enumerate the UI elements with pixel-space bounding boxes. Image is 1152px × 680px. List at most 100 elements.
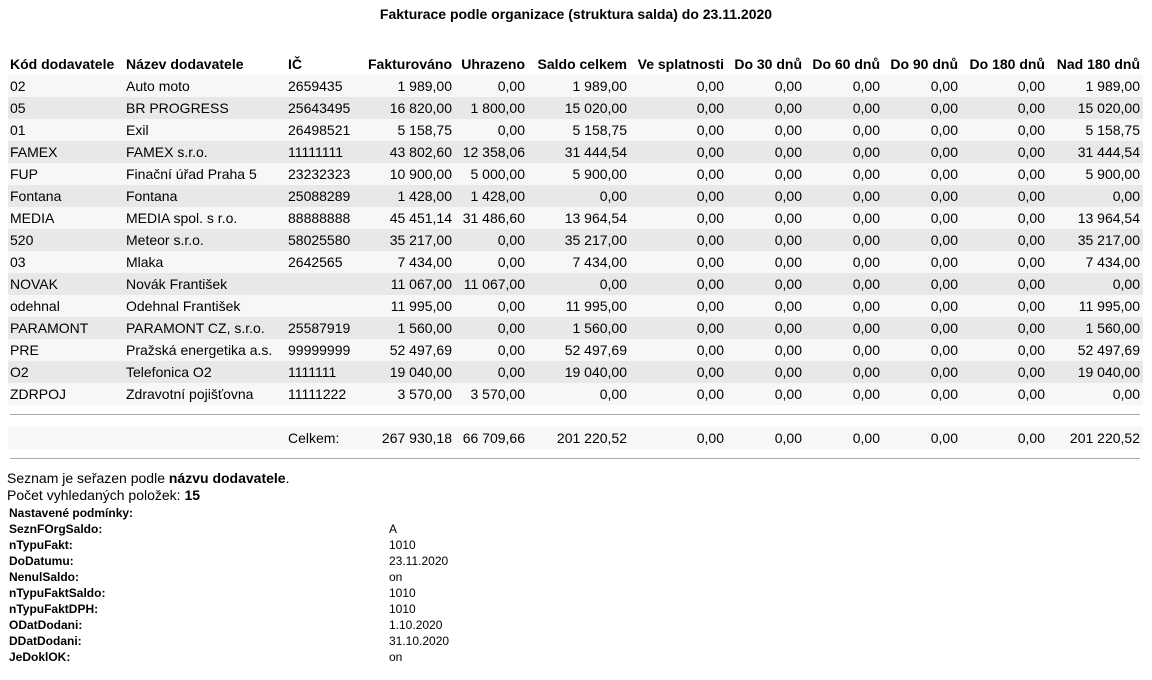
table-cell: FAMEX [10,144,58,160]
table-cell: 03 [10,254,26,270]
table-cell: Exil [126,122,149,138]
table-cell: 0,00 [696,144,724,160]
table-cell: 0,00 [1112,276,1140,292]
table-cell: 0,00 [696,386,724,402]
condition-item: nTypuFakt: 1010 [9,537,449,553]
table-cell: FAMEX s.r.o. [126,144,208,160]
table-row: 03 Mlaka 2642565 7 434,00 0,00 7 434,00 0,00 0,… [8,251,1143,273]
table-cell: 15 020,00 [564,100,627,116]
totals-label: Celkem: [288,430,340,446]
table-cell: 35 217,00 [1077,232,1140,248]
table-row: FAMEX FAMEX s.r.o. 11111111 43 802,60 12 358… [8,141,1143,163]
condition-item: ODatDodani: 1.10.2020 [9,617,449,633]
table-cell: PARAMONT CZ, s.r.o. [126,320,265,336]
table-cell: 45 451,14 [389,210,452,226]
table-cell: 5 158,75 [1085,122,1141,138]
table-cell: 0,00 [774,276,802,292]
table-cell [286,273,355,295]
condition-value: A [389,522,398,536]
column-header: IČ [288,56,302,72]
table-row: NOVAK Novák František 11 067,00 11 067,00 0,… [8,273,1143,295]
table-cell: 0,00 [930,188,958,204]
table-cell: 0,00 [774,144,802,160]
table-cell: 0,00 [1017,166,1045,182]
column-header: Do 180 dnů [969,56,1045,72]
table-cell: FUP [10,166,38,182]
table-cell: 1 989,00 [1085,78,1141,94]
table-cell: 13 964,54 [564,210,627,226]
table-cell: Novák František [126,276,228,292]
table-cell: 0,00 [1017,232,1045,248]
table-cell: 0,00 [930,122,958,138]
table-row: ZDRPOJ Zdravotní pojišťovna 11111222 3 570,… [8,383,1143,405]
table-cell: 0,00 [852,166,880,182]
result-count: 15 [184,487,201,503]
table-cell: 1 428,00 [470,188,526,204]
table-cell: 0,00 [852,78,880,94]
table-cell: 0,00 [497,122,525,138]
table-row: Fontana Fontana 25088289 1 428,00 1 428,00 0,… [8,185,1143,207]
table-cell: 1111111 [288,364,337,380]
table-cell: 0,00 [1017,298,1045,314]
condition-item: DDatDodani: 31.10.2020 [9,633,449,649]
table-cell: 35 217,00 [564,232,627,248]
condition-value: on [389,570,403,584]
table-cell: odehnal [10,298,60,314]
table-cell: 0,00 [774,122,802,138]
table-cell: Fontana [10,188,62,204]
table-cell: 0,00 [774,342,802,358]
conditions-heading: Nastavené podmínky: [9,506,134,520]
table-cell: 19 040,00 [389,364,452,380]
table-cell: 1 989,00 [572,78,628,94]
total-value: 0,00 [930,430,958,446]
table-cell: 52 497,69 [389,342,452,358]
summary-notes: Seznam je seřazen podle názvu dodavatele… [7,470,290,503]
condition-value: 1010 [389,602,416,616]
table-cell: Zdravotní pojišťovna [126,386,254,402]
table-cell: O2 [10,364,29,380]
table-row: O2 Telefonica O2 1111111 19 040,00 0,00 19 04… [8,361,1143,383]
divider [10,414,1140,415]
table-cell: 7 434,00 [572,254,628,270]
condition-key: ODatDodani: [9,618,83,632]
table-cell: 13 964,54 [1077,210,1140,226]
report-title: Fakturace podle organizace (struktura sa… [379,6,773,22]
table-cell: 0,00 [1112,188,1140,204]
table-cell: ZDRPOJ [10,386,66,402]
table-cell: 0,00 [774,232,802,248]
table-cell: 43 802,60 [389,144,452,160]
table-cell: NOVAK [10,276,58,292]
table-cell: 0,00 [599,276,627,292]
table-cell: 25587919 [288,320,351,336]
column-header: Do 60 dnů [812,56,880,72]
table-cell: 0,00 [1017,188,1045,204]
table-cell: 0,00 [930,342,958,358]
table-cell: 25088289 [288,188,351,204]
table-cell: 1 560,00 [1085,320,1141,336]
table-cell: 10 900,00 [389,166,452,182]
table-cell: 0,00 [774,386,802,402]
table-cell: MEDIA [10,210,55,226]
table-cell: 05 [10,100,26,116]
condition-item: nTypuFaktSaldo: 1010 [9,585,449,601]
table-cell: PRE [10,342,39,358]
condition-item: JeDoklOK: on [9,649,449,665]
total-value: 201 220,52 [1069,430,1140,446]
table-cell: 0,00 [852,232,880,248]
table-cell: 0,00 [774,188,802,204]
table-row: PARAMONT PARAMONT CZ, s.r.o. 25587919 1 560… [8,317,1143,339]
total-value: 0,00 [774,430,802,446]
table-cell: 02 [10,78,26,94]
table-cell: 0,00 [696,276,724,292]
table-cell: 19 040,00 [1077,364,1140,380]
column-header: Do 90 dnů [890,56,958,72]
table-cell: BR PROGRESS [126,100,229,116]
table-cell: 0,00 [774,364,802,380]
table-cell: 0,00 [696,254,724,270]
table-cell: 0,00 [696,210,724,226]
sort-field: názvu dodavatele [168,470,286,486]
table-row: PRE Pražská energetika a.s. 99999999 52 497… [8,339,1143,361]
condition-item: DoDatumu: 23.11.2020 [9,553,449,569]
table-cell: 5 900,00 [572,166,628,182]
table-cell: 0,00 [930,232,958,248]
